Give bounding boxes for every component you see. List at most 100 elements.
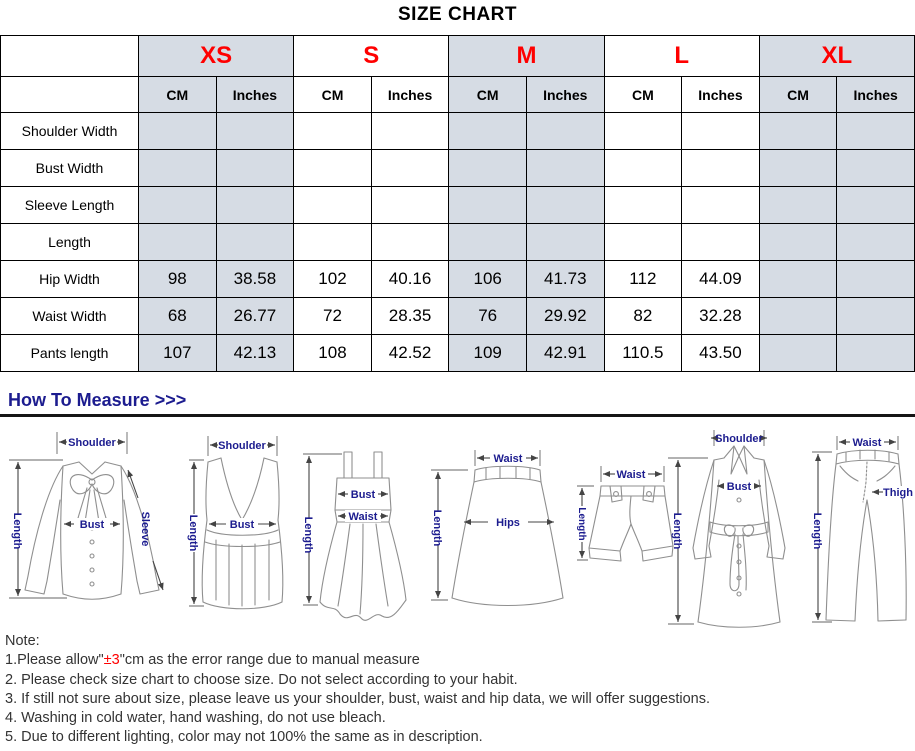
value-cell [758,297,838,335]
unit-header-row: CM Inches CM Inches CM Inches CM Inches … [0,76,915,113]
note-line-1: 1.Please allow"±3"cm as the error range … [5,651,710,670]
value-cell [681,186,760,224]
value-cell [681,112,760,150]
value-cell [448,186,527,224]
skirt-waist-label: Waist [494,453,523,465]
note-line-4: 4. Washing in cold water, hand washing, … [5,710,386,727]
table-row-pants-length: Pants length 107 42.13 108 42.52 109 42.… [0,334,915,372]
size-header-l: L [603,35,760,77]
value-cell [293,112,372,150]
diagram-coat: Shoulder Bust Length [668,430,786,628]
unit-header-cm: CM [138,76,217,113]
pants-waist-label: Waist [853,437,882,449]
tank-top-outline [201,457,284,610]
value-cell [525,186,605,224]
value-cell [370,112,450,150]
measure-diagrams: Shoulder Bust Length Sleeve [0,425,915,637]
value-cell: 68 [138,297,217,335]
value-cell [836,334,915,372]
value-cell [758,112,838,150]
corner-cell [0,35,139,77]
value-cell: 98 [138,260,217,298]
row-label: Waist Width [0,297,139,335]
shorts-length-label: Length [576,507,587,540]
diagram-tank-top: Shoulder Bust Length [187,436,284,610]
unit-header-cm: CM [758,76,838,113]
value-cell: 29.92 [525,297,605,335]
dress-waist-label: Waist [349,511,378,523]
value-cell: 42.91 [525,334,605,372]
diagram-shorts: Waist Length [576,466,674,562]
coat-bust-label: Bust [727,481,752,493]
value-cell: 40.16 [370,260,450,298]
value-cell: 82 [603,297,683,335]
row-label: Shoulder Width [0,112,139,150]
value-cell: 42.52 [370,334,450,372]
value-cell: 44.09 [681,260,760,298]
value-cell [215,186,295,224]
note-line-5: 5. Due to different lighting, color may … [5,729,483,746]
value-cell [138,223,217,261]
unit-header-cm: CM [448,76,527,113]
size-header-s: S [293,35,450,77]
row-label: Pants length [0,334,139,372]
unit-header-cm: CM [293,76,372,113]
table-row-sleeve-length: Sleeve Length [0,186,915,224]
page-title: SIZE CHART [398,4,517,25]
value-cell [603,186,683,224]
pants-outline [825,449,907,622]
pants-thigh-label: Thigh [883,487,913,499]
value-cell: 76 [448,297,527,335]
value-cell [293,186,372,224]
value-cell [681,149,760,187]
value-cell [370,149,450,187]
value-cell: 112 [603,260,683,298]
value-cell [138,112,217,150]
tank-shoulder-label: Shoulder [218,440,266,452]
dress-bust-label: Bust [351,489,376,501]
divider-rule [0,414,915,417]
unit-header-cm: CM [603,76,683,113]
coat-outline [692,445,786,628]
notes-heading: Note: [5,633,40,649]
skirt-outline [451,465,564,606]
skirt-length-label: Length [431,510,443,547]
pants-length-label: Length [811,513,823,550]
note1-tolerance: ±3 [103,652,120,669]
how-to-measure-heading: How To Measure >>> [8,390,187,410]
value-cell [681,223,760,261]
value-cell [836,186,915,224]
value-cell: 109 [448,334,527,372]
blouse-bust-label: Bust [80,519,105,531]
value-cell [758,186,838,224]
unit-header-inches: Inches [681,76,760,113]
value-cell: 41.73 [525,260,605,298]
blouse-sleeve-label: Sleeve [139,512,151,547]
size-header-xs: XS [137,35,295,77]
value-cell [215,112,295,150]
value-cell: 26.77 [215,297,295,335]
table-row-hip-width: Hip Width 98 38.58 102 40.16 106 41.73 1… [0,260,915,298]
unit-header-inches: Inches [215,76,295,113]
diagram-pants: Waist Thigh Length [811,436,915,623]
note-line-3: 3. If still not sure about size, please … [5,690,710,707]
value-cell [758,223,838,261]
diagram-dress: Bust Waist Length [302,451,407,621]
value-cell [836,297,915,335]
value-cell [448,149,527,187]
value-cell [293,149,372,187]
value-cell: 102 [293,260,372,298]
table-row-bust-width: Bust Width [0,149,915,187]
size-header-m: M [448,35,605,77]
value-cell [603,223,683,261]
value-cell: 108 [293,334,372,372]
value-cell [525,112,605,150]
value-cell [603,112,683,150]
dress-length-label: Length [302,517,314,554]
value-cell [836,149,915,187]
blouse-shoulder-label: Shoulder [68,437,116,449]
value-cell: 28.35 [370,297,450,335]
corner-cell [0,76,139,113]
row-label: Hip Width [0,260,139,298]
